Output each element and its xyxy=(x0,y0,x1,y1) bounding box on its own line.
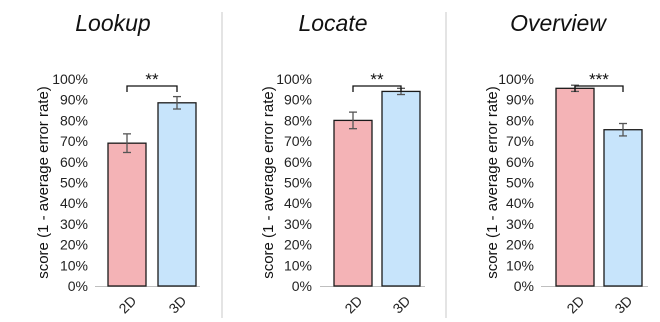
y-tick-label: 90% xyxy=(60,92,88,108)
y-tick-label: 70% xyxy=(60,133,88,149)
x-tick-label: 3D xyxy=(165,292,189,316)
significance-label: ** xyxy=(145,70,159,89)
y-tick-label: 40% xyxy=(506,195,534,211)
y-tick-label: 30% xyxy=(284,216,312,232)
significance-bracket xyxy=(126,85,178,92)
bar-2d xyxy=(555,87,595,287)
y-tick-label: 80% xyxy=(284,112,312,128)
y-axis-label: score (1 - average error rate) xyxy=(260,86,277,279)
y-tick-label: 50% xyxy=(284,175,312,191)
x-tick-label: 2D xyxy=(563,292,587,316)
y-tick-label: 40% xyxy=(284,195,312,211)
panel-title: Overview xyxy=(510,10,607,36)
y-tick-label: 60% xyxy=(60,154,88,170)
y-axis-label: score (1 - average error rate) xyxy=(484,86,501,279)
y-tick-label: 0% xyxy=(68,278,88,294)
y-tick-label: 60% xyxy=(506,154,534,170)
x-tick-label: 3D xyxy=(611,292,635,316)
y-tick-label: 20% xyxy=(60,237,88,253)
bar-2d xyxy=(333,119,373,287)
y-tick-label: 100% xyxy=(498,71,534,87)
y-tick-label: 90% xyxy=(284,92,312,108)
y-tick-label: 20% xyxy=(506,237,534,253)
bar-3d xyxy=(381,90,421,287)
significance-label: *** xyxy=(589,70,609,89)
panel-title: Lookup xyxy=(75,10,151,36)
y-tick-label: 90% xyxy=(506,92,534,108)
y-tick-label: 30% xyxy=(60,216,88,232)
y-tick-label: 40% xyxy=(60,195,88,211)
y-tick-label: 80% xyxy=(506,112,534,128)
y-tick-label: 20% xyxy=(284,237,312,253)
x-tick-label: 3D xyxy=(389,292,413,316)
y-tick-label: 10% xyxy=(506,257,534,273)
y-tick-label: 10% xyxy=(60,257,88,273)
y-tick-label: 30% xyxy=(506,216,534,232)
y-tick-label: 0% xyxy=(292,278,312,294)
y-tick-label: 100% xyxy=(52,71,88,87)
significance-bracket xyxy=(574,85,624,92)
significance-label: ** xyxy=(370,70,384,89)
bar-3d xyxy=(157,102,197,287)
panel-title: Locate xyxy=(298,10,367,36)
y-tick-label: 10% xyxy=(284,257,312,273)
x-tick-label: 2D xyxy=(115,292,139,316)
x-tick-label: 2D xyxy=(341,292,365,316)
bar-2d xyxy=(107,142,147,287)
significance-bracket xyxy=(352,85,402,92)
y-tick-label: 60% xyxy=(284,154,312,170)
y-tick-label: 0% xyxy=(514,278,534,294)
y-axis-label: score (1 - average error rate) xyxy=(35,86,52,279)
y-tick-label: 70% xyxy=(506,133,534,149)
y-tick-label: 100% xyxy=(276,71,312,87)
bar-3d xyxy=(603,129,643,287)
y-tick-label: 80% xyxy=(60,112,88,128)
y-tick-label: 50% xyxy=(60,175,88,191)
y-tick-label: 70% xyxy=(284,133,312,149)
y-tick-label: 50% xyxy=(506,175,534,191)
